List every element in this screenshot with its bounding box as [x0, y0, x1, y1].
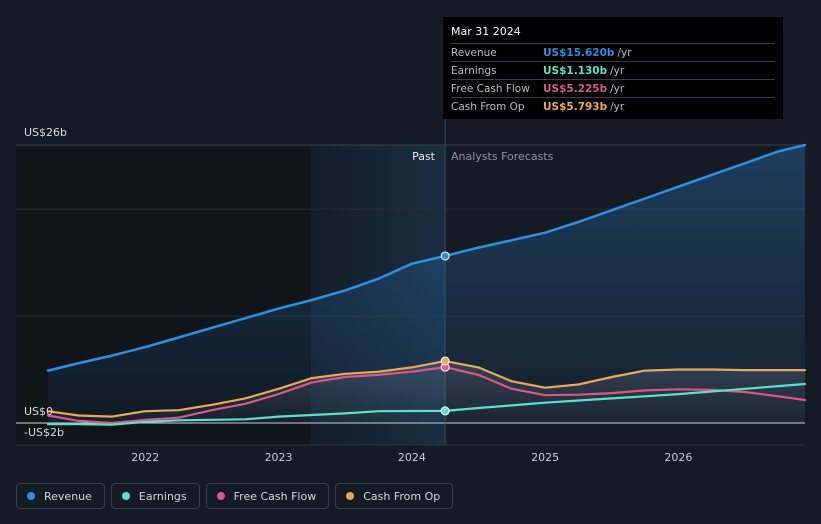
cash-from-op-marker [440, 356, 450, 366]
past-label: Past [412, 150, 436, 163]
tooltip: Mar 31 2024 Revenue US$15.620b /yr Earni… [443, 17, 783, 119]
revenue-marker [440, 251, 450, 261]
legend-dot-icon [27, 492, 35, 500]
tooltip-value: US$5.793b [543, 100, 608, 113]
legend-label: Free Cash Flow [233, 489, 317, 503]
tooltip-label: Earnings [451, 64, 497, 77]
earnings-marker [440, 406, 450, 416]
x-tick-label: 2024 [398, 451, 426, 464]
y-axis-label-top: US$26b [24, 126, 67, 139]
free-cash-flow-line [46, 366, 807, 425]
tooltip-unit: /yr [617, 46, 632, 59]
x-tick-label: 2026 [664, 451, 692, 464]
legend-item-earnings[interactable]: Earnings [110, 483, 200, 509]
revenue-line [46, 143, 807, 372]
legend-dot-icon [346, 492, 355, 500]
legend-item-revenue[interactable]: Revenue [16, 483, 105, 509]
cash-from-op-line [46, 360, 807, 418]
tooltip-value: US$15.620b [543, 46, 615, 59]
y-axis-label-zero: US$0 [24, 405, 53, 418]
legend-label: Earnings [138, 489, 187, 503]
revenue-area [48, 145, 805, 423]
legend-label: Cash From Op [363, 489, 441, 503]
tooltip-row-free-cash-flow: Free Cash Flow US$5.225b /yr [451, 79, 775, 97]
earnings-line [46, 382, 807, 426]
legend-item-cash-from-op[interactable]: Cash From Op [335, 483, 454, 509]
x-tick-label: 2025 [531, 451, 559, 464]
forecast-label: Analysts Forecasts [451, 150, 554, 163]
y-axis-label-bottom: -US$2b [24, 426, 64, 439]
tooltip-row-revenue: Revenue US$15.620b /yr [451, 43, 775, 61]
tooltip-label: Cash From Op [451, 100, 525, 113]
legend-dot-icon [121, 492, 130, 500]
tooltip-label: Revenue [451, 46, 497, 59]
tooltip-label: Free Cash Flow [451, 82, 530, 95]
tooltip-unit: /yr [610, 64, 625, 77]
x-tick-label: 2023 [265, 451, 293, 464]
tooltip-unit: /yr [610, 100, 625, 113]
tooltip-row-cash-from-op: Cash From Op US$5.793b /yr [451, 97, 775, 115]
tooltip-date: Mar 31 2024 [451, 25, 521, 38]
tooltip-row-earnings: Earnings US$1.130b /yr [451, 61, 775, 79]
tooltip-value: US$5.225b [543, 82, 608, 95]
tooltip-unit: /yr [610, 82, 625, 95]
legend-item-free-cash-flow[interactable]: Free Cash Flow [205, 483, 330, 509]
legend-dot-icon [216, 492, 225, 500]
tooltip-value: US$1.130b [543, 64, 608, 77]
legend: Revenue Earnings Free Cash Flow Cash Fro… [16, 483, 454, 509]
x-tick-label: 2022 [131, 451, 159, 464]
legend-label: Revenue [44, 489, 92, 503]
